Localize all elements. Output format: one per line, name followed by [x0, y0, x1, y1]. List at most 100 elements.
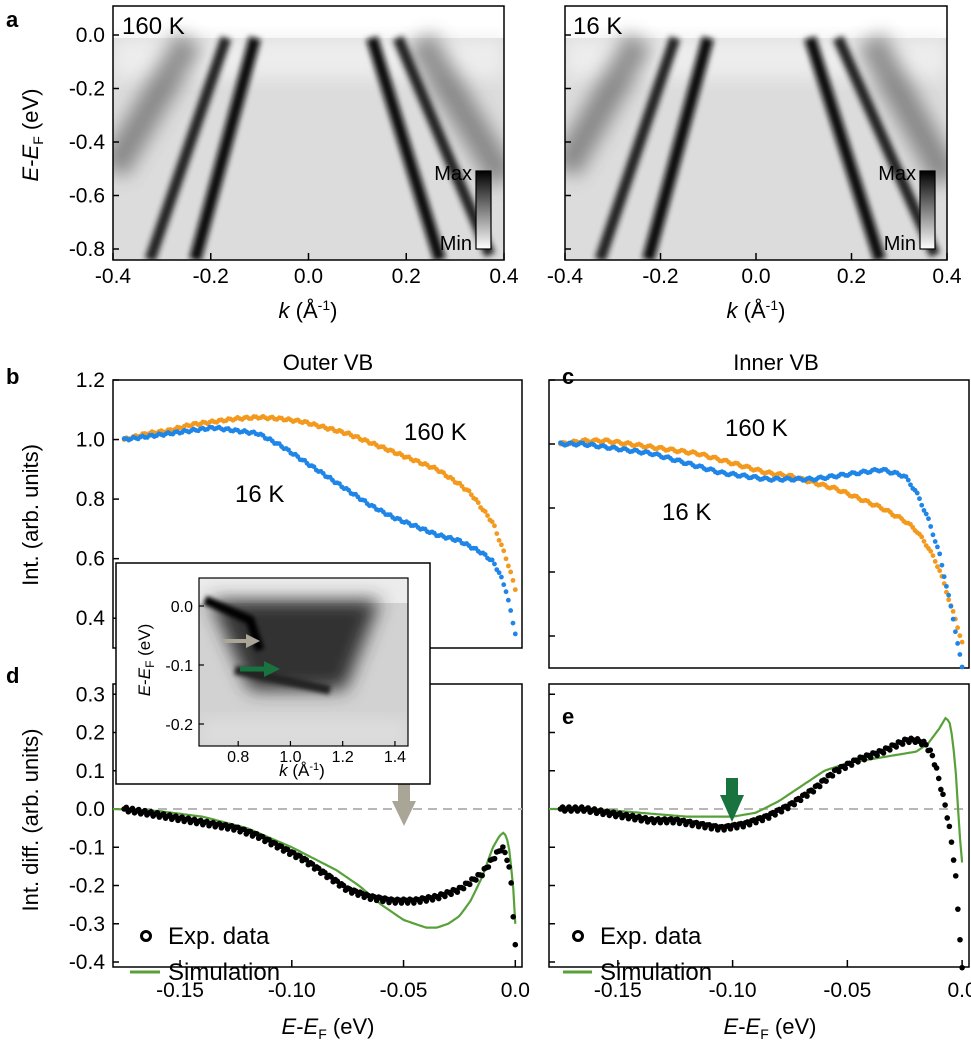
inset-x-tick-label: 1.4	[384, 749, 406, 766]
data-point	[417, 899, 423, 905]
data-point	[923, 511, 929, 517]
x-tick-label: 0.0	[741, 265, 770, 288]
data-point	[489, 557, 495, 563]
data-point	[921, 538, 927, 544]
y-tick-label: 0.0	[76, 798, 105, 821]
legend-sim-label: Simulation	[168, 959, 280, 986]
data-point	[959, 639, 965, 645]
xlabel-sup: -1	[318, 297, 331, 313]
data-point	[466, 488, 472, 494]
inset-x-tick-label: 0.8	[227, 749, 249, 766]
data-point	[235, 824, 241, 831]
data-point	[479, 872, 485, 879]
legend-exp-marker	[140, 930, 152, 942]
data-point	[893, 744, 900, 750]
data-point	[173, 813, 179, 819]
panel-e-plot: -0.15 -0.10 -0.05 0.0	[549, 693, 971, 1002]
data-point	[765, 815, 772, 821]
colorbar-left: Max Min	[434, 163, 492, 255]
data-point	[135, 806, 142, 813]
y-tick-label: -0.6	[69, 185, 105, 208]
data-point	[123, 804, 130, 811]
panel-c-plot	[549, 379, 965, 670]
inset-ylabel-sub: F	[143, 661, 157, 668]
data-point	[191, 816, 198, 823]
inset-ylabel-E2: E	[135, 667, 154, 679]
x-tick-label: -0.10	[268, 979, 316, 1002]
temp-label-160k: 160 K	[122, 13, 185, 40]
data-point	[494, 531, 500, 536]
xlabel-close: )	[778, 298, 785, 323]
data-point	[272, 840, 279, 846]
series-label-160k-c: 160 K	[725, 415, 788, 442]
data-point	[604, 808, 611, 814]
data-point	[598, 807, 604, 813]
data-point	[957, 633, 963, 639]
inset-y-tick-label: -0.1	[165, 658, 193, 675]
xlabel-dash: -	[738, 1014, 745, 1039]
x-tick-label: 0.0	[948, 979, 971, 1002]
data-point	[508, 569, 514, 575]
data-point	[185, 815, 192, 822]
xlabel-E: E	[282, 1014, 297, 1039]
panel-label-c: c	[562, 364, 574, 389]
x-tick-label: 0.0	[501, 979, 530, 1002]
data-point	[848, 762, 855, 768]
data-point	[510, 578, 516, 583]
ylabel-E2: E	[18, 144, 43, 159]
x-tick-label: 0.4	[932, 265, 962, 288]
data-point	[500, 844, 506, 850]
inset-arrow-green-icon	[240, 661, 280, 677]
data-point	[905, 477, 911, 483]
panel-d-plot: -0.4 -0.3 -0.2 -0.1 0.0 0.1 0.2 0.3 -0.15 -0.10 -0…	[69, 683, 530, 1002]
data-point	[955, 641, 961, 646]
data-point	[959, 964, 965, 971]
data-point	[955, 625, 961, 631]
x-tick-label: 0.0	[294, 265, 323, 288]
data-point	[512, 587, 518, 593]
data-point	[448, 891, 454, 898]
inset-x-tick-label: 1.2	[332, 749, 354, 766]
data-point	[933, 765, 940, 771]
data-point	[930, 532, 936, 538]
x-tick-label: -0.4	[95, 265, 132, 288]
data-point	[946, 592, 952, 598]
inset-xlabel-close: )	[319, 761, 325, 780]
ylabel-unit: (eV)	[18, 89, 43, 137]
data-point	[429, 897, 436, 903]
x-tick-label: 0.2	[837, 265, 866, 288]
x-tick-label: -0.05	[380, 979, 428, 1002]
data-point	[473, 877, 479, 883]
data-point	[950, 609, 956, 614]
panel-label-d: d	[6, 663, 19, 688]
x-tick-label: -0.05	[823, 979, 871, 1002]
data-point	[753, 819, 759, 826]
data-point	[938, 786, 944, 793]
colorbar-min-label: Min	[884, 233, 916, 255]
panel-d-xlabel: E-EF (eV)	[282, 1014, 375, 1042]
data-point	[804, 793, 810, 799]
xlabel-E2: E	[746, 1014, 761, 1039]
data-point	[955, 906, 961, 912]
panel-b-plot: 0.4 0.6 0.8 1.0 1.2	[76, 369, 518, 637]
data-point	[623, 811, 630, 818]
data-point	[505, 597, 511, 603]
legend-exp-marker	[572, 930, 584, 942]
data-point	[585, 805, 591, 811]
y-tick-label: -0.2	[69, 875, 105, 898]
data-point	[948, 839, 955, 845]
data-point	[917, 496, 922, 502]
panel-a-xlabel-right: k (Å-1)	[727, 297, 786, 323]
y-tick-label: 0.6	[76, 548, 105, 571]
data-point	[944, 583, 949, 589]
data-point	[867, 754, 874, 761]
data-point	[260, 833, 266, 840]
data-point	[129, 805, 136, 812]
data-point	[503, 589, 509, 595]
data-point	[939, 562, 945, 568]
data-point	[241, 826, 248, 833]
data-point	[946, 823, 953, 830]
legend-exp-label: Exp. data	[600, 923, 702, 950]
x-tick-label: -0.10	[709, 979, 757, 1002]
panel-d-ylabel: Int. diff. (arb. units)	[18, 728, 43, 911]
